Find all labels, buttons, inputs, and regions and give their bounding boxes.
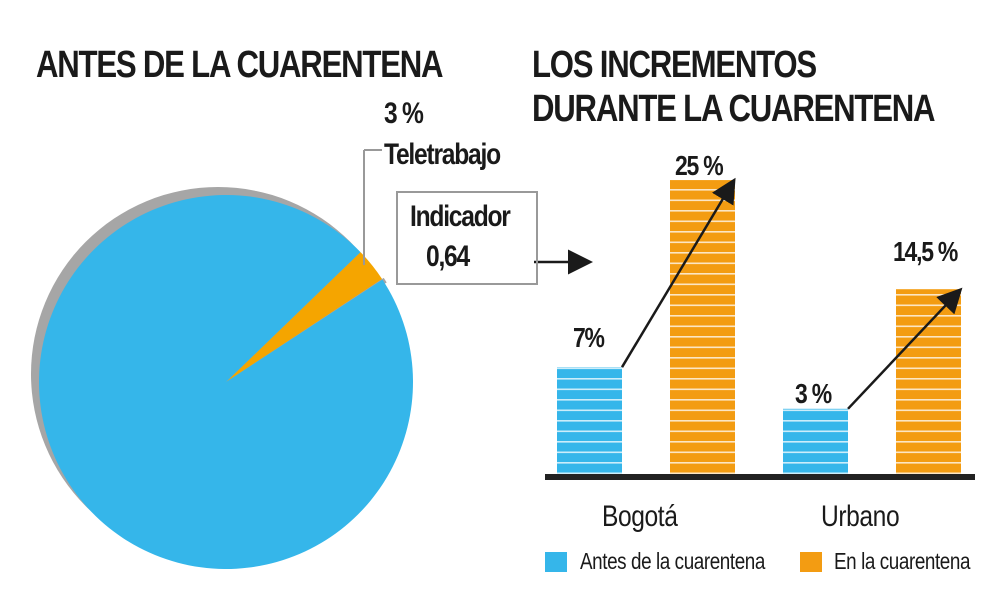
pie-title: ANTES DE LA CUARENTENA xyxy=(36,44,444,86)
indicator-value: 0,64 xyxy=(426,240,470,273)
bar-subtitle: DURANTE LA CUARENTENA xyxy=(532,88,936,130)
indicator-label: Indicador xyxy=(410,200,511,233)
teletrabajo-value-label: 3 % xyxy=(384,97,424,130)
bar-title: LOS INCREMENTOS xyxy=(532,44,817,86)
legend-swatch-before xyxy=(545,552,567,572)
increase-arrow-urbano xyxy=(847,287,963,410)
pie-slice-teletrabajo xyxy=(226,252,383,382)
bar-stripes xyxy=(557,367,622,474)
legend-label-before: Antes de la cuarentena xyxy=(580,548,765,574)
bar-stripes xyxy=(896,289,961,474)
bar-label-urbano-before: 3 % xyxy=(795,378,832,409)
bar-label-bogota-before: 7% xyxy=(573,322,605,353)
bar-label-bogota-during: 25 % xyxy=(675,150,724,181)
bar-label-urbano-during: 14,5 % xyxy=(893,236,958,267)
teletrabajo-label: Teletrabajo xyxy=(384,138,501,171)
increase-arrow-bogotá xyxy=(620,177,736,368)
x-axis-baseline xyxy=(545,474,975,480)
bar-stripes xyxy=(670,180,735,474)
indicator-box xyxy=(396,191,538,285)
legend-label-during: En la cuarentena xyxy=(834,548,971,574)
legend-swatch-during xyxy=(800,552,822,572)
category-label-urbano: Urbano xyxy=(821,500,900,533)
bar-stripes xyxy=(783,408,848,474)
category-label-bogota: Bogotá xyxy=(602,500,678,533)
pie-slice-other xyxy=(39,195,414,570)
